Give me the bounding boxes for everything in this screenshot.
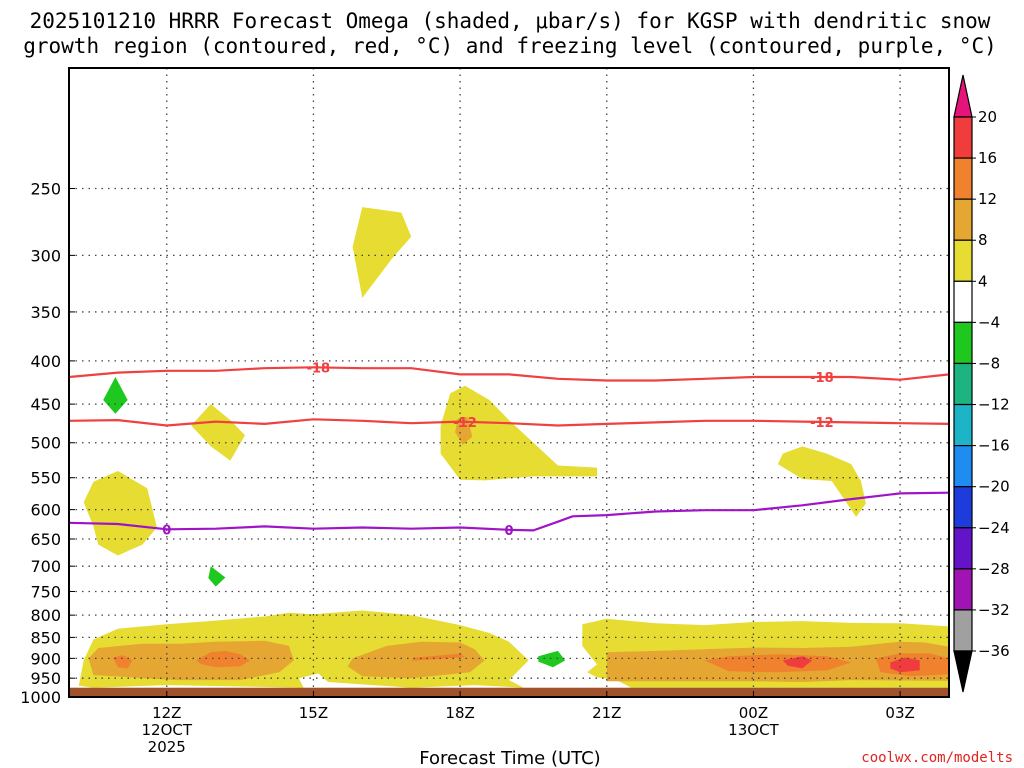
omega-shading bbox=[78, 207, 949, 688]
colorbar-label-4: 4 bbox=[978, 272, 988, 290]
y-tick-label-500: 500 bbox=[30, 434, 61, 453]
colorbar-bin-7 bbox=[953, 403, 973, 447]
colorbar-label-8: −16 bbox=[978, 437, 1010, 455]
contour-label--12: -12 bbox=[810, 416, 834, 431]
colorbar-bin-8 bbox=[953, 445, 973, 488]
contour-label--18: -18 bbox=[810, 371, 834, 386]
colorbar-bin-0 bbox=[953, 116, 973, 159]
colorbar-label-9: −20 bbox=[978, 478, 1010, 496]
x-tick-label-00Z: 00Z bbox=[739, 704, 768, 722]
y-tick-label-900: 900 bbox=[30, 649, 61, 668]
y-tick-label-950: 950 bbox=[30, 669, 61, 688]
omega-region-12 bbox=[196, 650, 250, 668]
chart-title-line-1: 2025101210 HRRR Forecast Omega (shaded, … bbox=[30, 9, 991, 33]
colorbar-bin-12 bbox=[953, 609, 973, 652]
colorbar-bin-9 bbox=[953, 486, 973, 529]
colorbar-label-6: −8 bbox=[978, 354, 1000, 372]
colorbar-label-7: −12 bbox=[978, 396, 1010, 414]
colorbar-bin-10 bbox=[953, 527, 973, 570]
contour-line--12 bbox=[69, 418, 949, 427]
y-tick-label-300: 300 bbox=[30, 246, 61, 265]
x-tick-label-15Z: 15Z bbox=[299, 704, 328, 722]
omega-region-18 bbox=[103, 377, 128, 414]
x-tick-label-12Z: 12Z bbox=[152, 704, 181, 722]
below-ground-fill bbox=[69, 687, 949, 697]
omega-region-16 bbox=[782, 656, 813, 669]
colorbar-label-5: −4 bbox=[978, 313, 1000, 331]
y-axis: 250 300 350 400 450 500 550 600 650 700 750 800 850 9… bbox=[20, 179, 75, 707]
y-tick-label-350: 350 bbox=[30, 303, 61, 322]
omega-region-8 bbox=[88, 640, 294, 681]
omega-region-17 bbox=[890, 657, 920, 673]
colorbar-bin-5 bbox=[953, 321, 973, 365]
omega-region-4 bbox=[455, 416, 473, 445]
contour-label--18: -18 bbox=[307, 361, 331, 376]
colorbar-label-13: −36 bbox=[978, 642, 1010, 660]
x-tick-label-21Z: 21Z bbox=[592, 704, 621, 722]
y-tick-label-1000: 1000 bbox=[20, 688, 61, 707]
x-axis-title: Forecast Time (UTC) bbox=[419, 748, 600, 768]
colorbar-top-arrow bbox=[953, 74, 973, 118]
y-tick-label-550: 550 bbox=[30, 469, 61, 488]
omega-region-5 bbox=[777, 446, 866, 517]
contour-label-0: 0 bbox=[504, 524, 513, 539]
omega-region-2 bbox=[191, 404, 245, 461]
chart-title-line-2: growth region (contoured, red, °C) and f… bbox=[23, 34, 997, 58]
gridlines bbox=[69, 68, 949, 697]
contour-line-0 bbox=[69, 491, 949, 532]
y-tick-label-650: 650 bbox=[30, 530, 61, 549]
colorbar-bin-11 bbox=[953, 568, 973, 611]
y-tick-label-250: 250 bbox=[30, 179, 61, 198]
colorbar-label-10: −24 bbox=[978, 519, 1010, 537]
omega-region-20 bbox=[538, 650, 566, 668]
y-tick-label-700: 700 bbox=[30, 557, 61, 576]
colorbar-bin-1 bbox=[953, 157, 973, 200]
plot-frame bbox=[68, 67, 950, 698]
contour-label--12: -12 bbox=[453, 416, 477, 431]
omega-region-3 bbox=[440, 385, 597, 481]
colorbar-label-0: 20 bbox=[978, 108, 997, 126]
omega-region-0 bbox=[352, 207, 412, 298]
contour-line--18 bbox=[69, 366, 949, 382]
colorbar-label-3: 8 bbox=[978, 231, 988, 249]
colorbar-bin-6 bbox=[953, 362, 973, 406]
y-tick-label-450: 450 bbox=[30, 395, 61, 414]
colorbar-label-12: −32 bbox=[978, 601, 1010, 619]
colorbar-bin-2 bbox=[953, 198, 973, 241]
x-tick-label-12OCT: 12OCT bbox=[142, 721, 193, 739]
omega-region-1 bbox=[83, 471, 157, 556]
omega-region-19 bbox=[208, 566, 226, 587]
y-tick-label-850: 850 bbox=[30, 628, 61, 647]
colorbar-bottom-arrow bbox=[953, 650, 973, 693]
x-tick-label-03Z: 03Z bbox=[885, 704, 914, 722]
y-tick-label-800: 800 bbox=[30, 606, 61, 625]
y-tick-label-400: 400 bbox=[30, 352, 61, 371]
colorbar-label-2: 12 bbox=[978, 190, 997, 208]
y-tick-label-750: 750 bbox=[30, 582, 61, 601]
x-tick-label-2025: 2025 bbox=[148, 738, 186, 756]
colorbar-bin-3 bbox=[953, 239, 973, 282]
x-tick-label-18Z: 18Z bbox=[445, 704, 474, 722]
omega-region-13 bbox=[411, 653, 465, 661]
x-tick-label-13OCT: 13OCT bbox=[728, 721, 779, 739]
omega-region-14 bbox=[704, 654, 852, 673]
colorbar-label-11: −28 bbox=[978, 560, 1010, 578]
colorbar: 20 16 12 8 4 −4 −8 −12 −16 −20 −24 −28 −32 −36 bbox=[953, 74, 1010, 693]
contour-label-0: 0 bbox=[162, 523, 171, 538]
credit-link[interactable]: coolwx.com/modelts bbox=[861, 750, 1013, 766]
y-tick-label-600: 600 bbox=[30, 501, 61, 520]
contour-lines bbox=[69, 366, 949, 532]
contour-labels: -18 -18 -12 -12 0 0 bbox=[162, 361, 834, 539]
colorbar-bin-4 bbox=[953, 280, 973, 323]
colorbar-label-1: 16 bbox=[978, 149, 997, 167]
